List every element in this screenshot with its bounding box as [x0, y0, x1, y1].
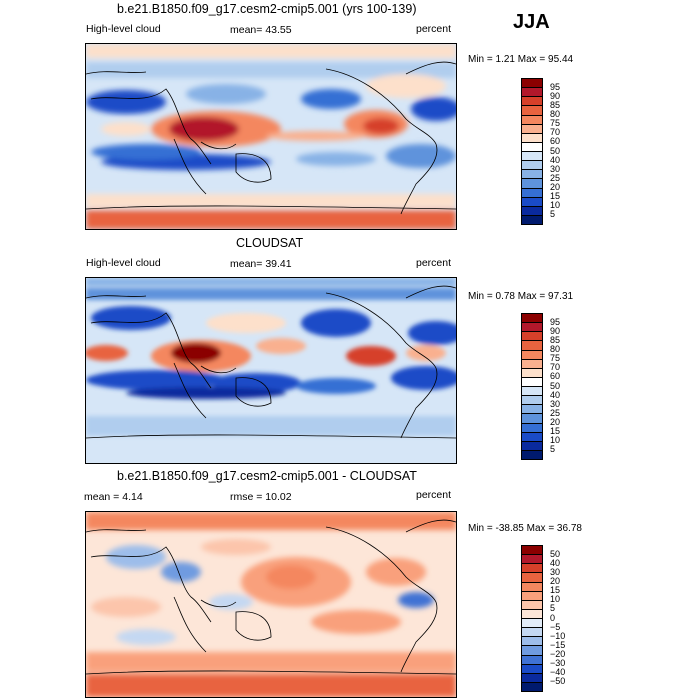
season-label: JJA	[513, 11, 550, 33]
colorbar-3-tick: 0	[550, 612, 556, 623]
panel-1-coastlines	[86, 61, 456, 215]
panel-2-units: percent	[416, 257, 452, 269]
colorbar-1-tick: 80	[550, 109, 561, 119]
panel-3-colorbar: 50 40 30 20 15 10 5 0 −5 −10 −15 −20 −30…	[521, 545, 565, 692]
colorbar-2-tick: 20	[550, 417, 561, 427]
colorbar-2-tick: 80	[550, 344, 561, 354]
colorbar-2-tick: 75	[550, 353, 561, 364]
colorbar-2-tick: 50	[550, 380, 561, 391]
colorbar-2-tick: 85	[550, 334, 561, 345]
colorbar-3-tick: −50	[550, 676, 566, 687]
colorbar-1-tick: 70	[550, 127, 561, 138]
panel-2-map	[85, 277, 457, 464]
colorbar-1-tick: 10	[550, 200, 561, 211]
colorbar-1-tick: 30	[550, 163, 561, 174]
colorbar-1-tick: 75	[550, 118, 561, 129]
colorbar-3-tick: 30	[550, 566, 561, 577]
colorbar-2-tick: 30	[550, 398, 561, 409]
colorbar-2-tick: 10	[550, 435, 561, 446]
panel-2-colorbar: 95 90 85 80 75 70 60 50 40 30 25 20 15 1…	[521, 313, 560, 460]
panel-1-title: b.e21.B1850.f09_g17.cesm2-cmip5.001 (yrs…	[117, 2, 417, 16]
colorbar-3-tick: 15	[550, 585, 561, 596]
panel-3-coastlines	[86, 519, 456, 675]
colorbar-3-tick: 10	[550, 594, 561, 605]
colorbar-1-tick: 25	[550, 172, 561, 183]
panel-2-coastlines	[86, 285, 456, 439]
colorbar-3-tick: 20	[550, 576, 561, 586]
panel-3-map-field	[86, 512, 456, 697]
colorbar-1-tick: 50	[550, 145, 561, 156]
colorbar-1-tick: 90	[550, 90, 561, 101]
colorbar-3-tick: 40	[550, 557, 561, 568]
colorbar-2-tick: 5	[550, 444, 556, 455]
panel-3-map	[85, 511, 457, 698]
panel-3-minmax: Min = -38.85 Max = 36.78	[468, 523, 582, 534]
panel-1-map-field	[86, 44, 456, 229]
panel-1-mean: mean= 43.55	[230, 24, 292, 36]
colorbar-3-tick: −40	[550, 667, 566, 678]
colorbar-1-tick: 15	[550, 191, 561, 202]
colorbar-1-swatch	[521, 214, 543, 225]
panel-3-mean: mean = 4.14	[84, 491, 143, 503]
panel-1-variable-label: High-level cloud	[86, 23, 161, 35]
panel-1-units: percent	[416, 23, 452, 35]
colorbar-3-tick: 50	[550, 548, 561, 559]
panel-1-colorbar: 95 90 85 80 75 70 60 50 40 30 25 20 15 1…	[521, 78, 560, 225]
panel-3-rmse: rmse = 10.02	[230, 491, 292, 503]
colorbar-3-swatch	[521, 681, 543, 692]
colorbar-2-tick: 60	[550, 371, 561, 382]
colorbar-2-tick: 25	[550, 407, 561, 418]
colorbar-2-tick: 90	[550, 325, 561, 336]
colorbar-3-tick: −10	[550, 630, 566, 641]
colorbar-3-tick: −15	[550, 639, 566, 650]
panel-1-map	[85, 43, 457, 230]
panel-2-map-field	[86, 278, 456, 463]
colorbar-1-tick: 40	[550, 154, 561, 165]
colorbar-3-tick: −20	[550, 649, 566, 659]
colorbar-1-tick: 85	[550, 99, 561, 110]
colorbar-1-tick: 20	[550, 182, 561, 192]
panel-3-title: b.e21.B1850.f09_g17.cesm2-cmip5.001 - CL…	[117, 469, 417, 483]
colorbar-3-tick: −30	[550, 658, 566, 669]
panel-2-title: CLOUDSAT	[236, 236, 304, 250]
colorbar-3-tick: −5	[550, 621, 561, 632]
colorbar-2-tick: 40	[550, 389, 561, 400]
panel-2-mean: mean= 39.41	[230, 258, 292, 270]
colorbar-2-tick: 95	[550, 316, 561, 327]
colorbar-2-tick: 70	[550, 362, 561, 373]
colorbar-1-tick: 60	[550, 136, 561, 147]
panel-2-minmax: Min = 0.78 Max = 97.31	[468, 291, 574, 302]
colorbar-2-swatch	[521, 449, 543, 460]
panel-1-minmax: Min = 1.21 Max = 95.44	[468, 54, 574, 65]
panel-3-units: percent	[416, 489, 452, 501]
colorbar-1-tick: 5	[550, 209, 556, 220]
colorbar-1-tick: 95	[550, 81, 561, 92]
colorbar-2-tick: 15	[550, 426, 561, 437]
colorbar-3-tick: 5	[550, 603, 556, 614]
panel-2-variable-label: High-level cloud	[86, 257, 161, 269]
